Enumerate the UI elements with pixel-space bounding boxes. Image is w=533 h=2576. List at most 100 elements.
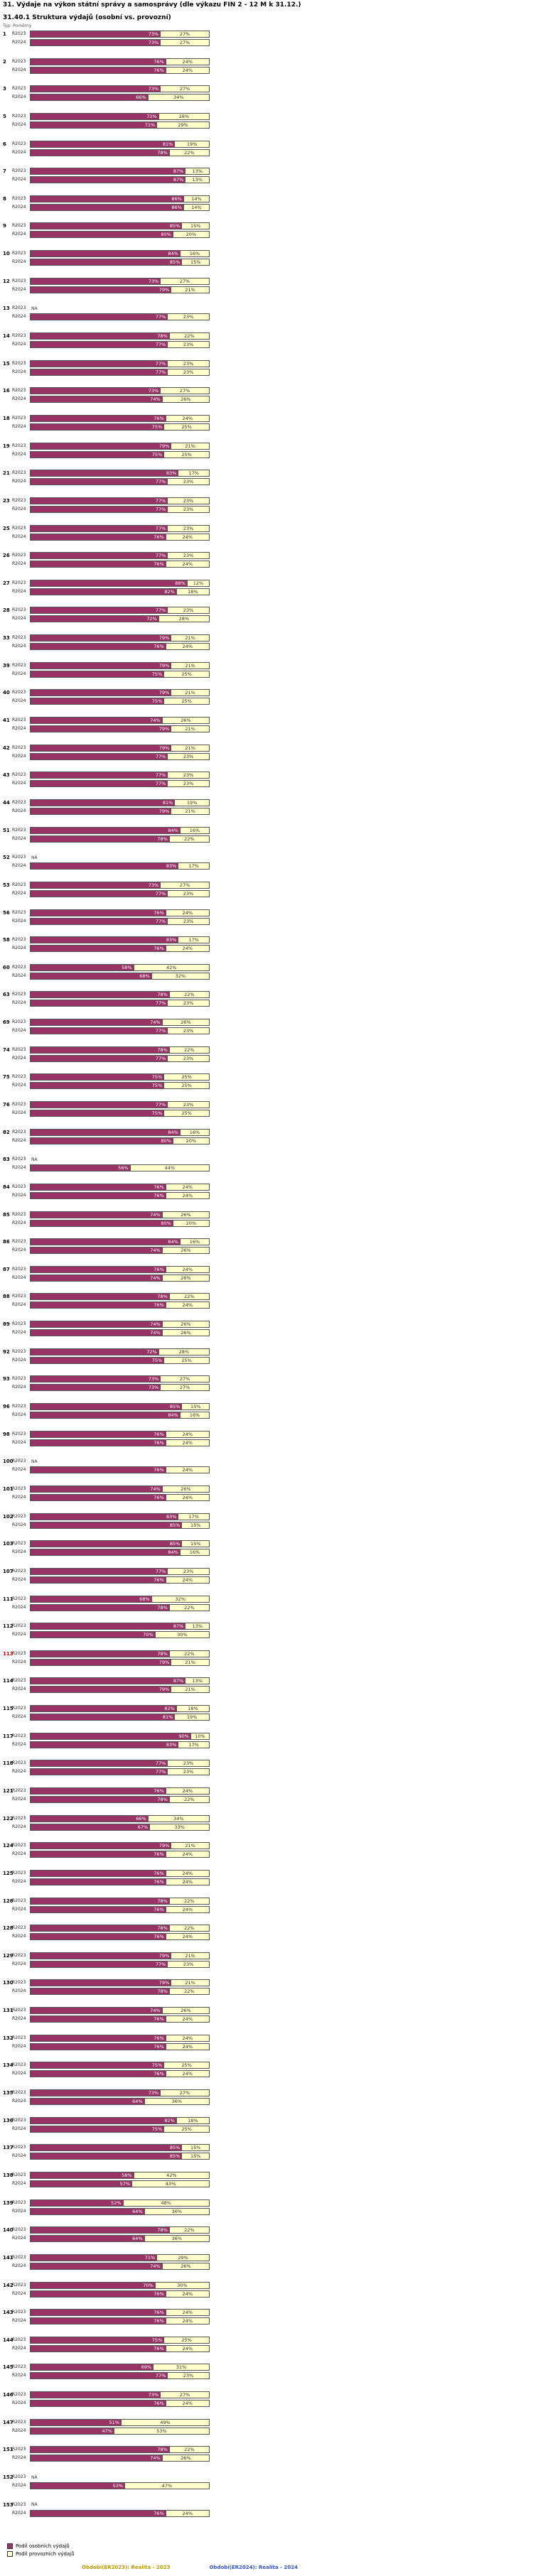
operational-expenses-segment: 24% (166, 1576, 209, 1583)
personal-expenses-segment: 75% (31, 698, 165, 705)
operational-value-label: 24% (182, 2401, 193, 2407)
personal-expenses-segment: 71% (31, 121, 158, 128)
stacked-bar: 71% 29% (30, 2253, 210, 2261)
bar-row: R2024 76% 24% (12, 66, 216, 75)
period-2023-caption: Období(ER2023): Realita - 2023 (82, 2565, 171, 2570)
personal-value-label: 81% (162, 799, 173, 806)
stacked-bar: 79% 21% (30, 689, 210, 697)
stacked-bar: 69% 31% (30, 2364, 210, 2371)
personal-value-label: 79% (158, 726, 170, 732)
operational-value-label: 23% (183, 753, 194, 759)
operational-value-label: 23% (183, 360, 194, 367)
entity-number: 21 (3, 470, 10, 477)
bar-row: R2023 76% 24% (12, 1183, 216, 1191)
bar-row: R2024 83% 17% (12, 862, 216, 870)
entity-number: 83 (3, 1157, 10, 1163)
personal-value-label: 78% (157, 1797, 168, 1802)
operational-expenses-segment: 22% (169, 1988, 209, 1995)
bar-row: R2024 71% 29% (12, 121, 216, 129)
entity-group: 3 R2023 73% 27% R2024 66% 34% (3, 85, 216, 112)
bar-row: R2024 79% 21% (12, 807, 216, 816)
stacked-bar: 74% 26% (30, 1019, 210, 1027)
bar-row: R2024 76% 24% (12, 1301, 216, 1309)
stacked-bar: 86% 14% (30, 203, 210, 211)
personal-expenses-segment: 77% (31, 360, 168, 367)
entity-number: 53 (3, 882, 10, 888)
personal-value-label: 77% (155, 506, 166, 512)
period-label: R2023 (12, 415, 26, 421)
stacked-bar: 76% 24% (30, 1905, 210, 1913)
personal-value-label: 76% (154, 1439, 164, 1446)
stacked-bar: 67% 33% (30, 1823, 210, 1831)
operational-expenses-segment: 26% (162, 1330, 209, 1336)
bar-row: R2023 82% 18% (12, 1704, 216, 1713)
operational-value-label: 49% (160, 2419, 171, 2425)
period-label: R2024 (12, 808, 26, 813)
personal-expenses-segment: 76% (31, 415, 166, 421)
personal-expenses-segment: 81% (31, 1714, 176, 1721)
period-label: R2024 (12, 2290, 26, 2296)
operational-expenses-segment: 24% (166, 2510, 209, 2516)
entity-number: 69 (3, 1019, 10, 1026)
personal-expenses-segment: 78% (31, 1650, 170, 1657)
personal-expenses-segment: 79% (31, 726, 172, 732)
period-label: R2024 (12, 286, 26, 292)
bar-row: R2023 81% 19% (12, 140, 216, 148)
operational-expenses-segment: 21% (171, 726, 209, 732)
operational-expenses-segment: 24% (166, 2043, 209, 2050)
operational-value-label: 21% (185, 286, 195, 293)
period-label: R2023 (12, 1101, 26, 1107)
operational-value-label: 21% (185, 1659, 195, 1665)
stacked-bar: 74% 26% (30, 396, 210, 404)
operational-value-label: 27% (179, 882, 190, 888)
bar-row: R2024 76% 24% (12, 1439, 216, 1447)
operational-expenses-segment: 33% (150, 1824, 209, 1830)
personal-expenses-segment: 76% (31, 2071, 166, 2077)
personal-value-label: 76% (154, 1851, 164, 1858)
operational-expenses-segment: 48% (123, 2199, 209, 2206)
stacked-bar: 79% 21% (30, 744, 210, 752)
personal-value-label: 76% (154, 534, 164, 540)
operational-expenses-segment: 29% (157, 2254, 209, 2261)
stacked-bar: 77% 23% (30, 505, 210, 513)
operational-value-label: 20% (185, 1137, 197, 1144)
period-label: R2023 (12, 690, 26, 696)
stacked-bar: 78% 22% (30, 1897, 210, 1905)
period-label: R2023 (12, 2254, 26, 2260)
stacked-bar: 77% 23% (30, 772, 210, 779)
bar-row: R2024 77% 23% (12, 368, 216, 377)
entity-group: 122 R2023 66% 34% R2024 67% 33% (3, 1814, 216, 1842)
entity-number: 121 (3, 1788, 14, 1794)
entity-group: 115 R2023 82% 18% R2024 81% 19% (3, 1704, 216, 1732)
chart-type-note: Typ: Poměrný (3, 23, 32, 28)
stacked-bar: 76% 24% (30, 1191, 210, 1199)
period-label: R2023 (12, 223, 26, 229)
operational-value-label: 22% (184, 1988, 195, 1995)
personal-value-label: 78% (157, 2227, 168, 2234)
operational-value-label: 23% (183, 1769, 194, 1775)
operational-expenses-segment: 16% (180, 1549, 209, 1556)
entity-number: 129 (3, 1952, 14, 1959)
personal-expenses-segment: 76% (31, 1266, 166, 1272)
personal-expenses-segment: 78% (31, 1898, 170, 1904)
operational-value-label: 17% (188, 863, 199, 870)
stacked-bar: 83% 17% (30, 1512, 210, 1520)
personal-value-label: 47% (102, 2428, 112, 2434)
bar-row: R2024 70% 30% (12, 1630, 216, 1639)
bar-row: R2023 72% 28% (12, 1348, 216, 1356)
entity-number: 112 (3, 1623, 14, 1630)
bar-row: R2024 53% 47% (12, 2482, 216, 2490)
stacked-bar: 76% 24% (30, 2042, 210, 2050)
bar-row: R2023 76% 24% (12, 414, 216, 423)
operational-value-label: 27% (179, 31, 190, 37)
period-label: R2023 (12, 1706, 26, 1711)
entity-number: 9 (3, 223, 6, 229)
bar-row: R2023 83% 17% (12, 1512, 216, 1521)
entity-number: 26 (3, 553, 10, 559)
entity-group: 112 R2023 87% 13% R2024 70% 30% (3, 1622, 216, 1650)
bar-row: R2023 75% 25% (12, 2061, 216, 2069)
personal-expenses-segment: 77% (31, 1568, 168, 1574)
entity-number: 12 (3, 278, 10, 284)
stacked-bar: 58% 42% (30, 963, 210, 971)
personal-value-label: 72% (146, 616, 157, 622)
